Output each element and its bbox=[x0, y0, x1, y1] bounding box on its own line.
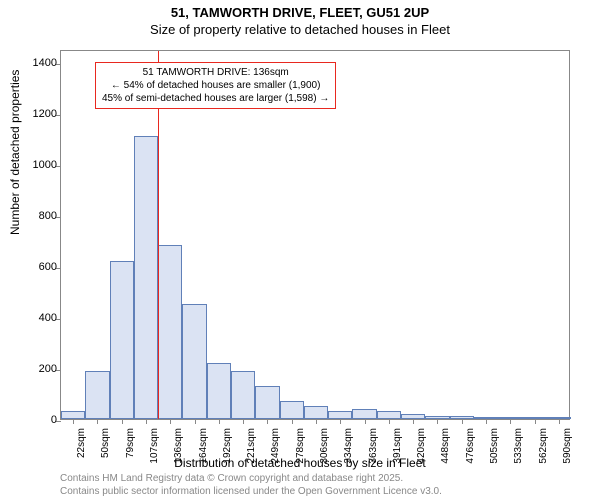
footer-line1: Contains HM Land Registry data © Crown c… bbox=[60, 472, 442, 485]
histogram-bar bbox=[110, 261, 134, 419]
annotation-box: 51 TAMWORTH DRIVE: 136sqm← 54% of detach… bbox=[95, 62, 336, 109]
x-tick-label: 476sqm bbox=[465, 428, 476, 464]
x-tick-label: 50sqm bbox=[100, 428, 111, 458]
x-tick-label: 164sqm bbox=[198, 428, 209, 464]
x-tick-label: 533sqm bbox=[513, 428, 524, 464]
x-tick-label: 590sqm bbox=[562, 428, 573, 464]
histogram-bar bbox=[134, 136, 158, 419]
x-tick-mark bbox=[97, 419, 98, 424]
y-tick-label: 0 bbox=[51, 414, 57, 426]
chart-footer: Contains HM Land Registry data © Crown c… bbox=[60, 472, 442, 498]
x-tick-mark bbox=[170, 419, 171, 424]
x-tick-mark bbox=[219, 419, 220, 424]
x-tick-label: 192sqm bbox=[222, 428, 233, 464]
y-tick-label: 800 bbox=[39, 210, 57, 222]
x-tick-mark bbox=[413, 419, 414, 424]
y-tick-label: 1400 bbox=[33, 57, 57, 69]
y-tick-label: 1200 bbox=[33, 108, 57, 120]
x-tick-mark bbox=[292, 419, 293, 424]
x-tick-label: 136sqm bbox=[173, 428, 184, 464]
x-tick-mark bbox=[535, 419, 536, 424]
x-tick-label: 505sqm bbox=[489, 428, 500, 464]
histogram-bar bbox=[328, 411, 352, 419]
x-tick-label: 448sqm bbox=[440, 428, 451, 464]
x-tick-mark bbox=[243, 419, 244, 424]
footer-line2: Contains public sector information licen… bbox=[60, 485, 442, 498]
histogram-bar bbox=[377, 411, 401, 419]
x-tick-label: 420sqm bbox=[416, 428, 427, 464]
y-tick-label: 400 bbox=[39, 312, 57, 324]
x-tick-mark bbox=[510, 419, 511, 424]
histogram-bar bbox=[352, 409, 376, 419]
x-tick-mark bbox=[486, 419, 487, 424]
histogram-bar bbox=[255, 386, 279, 419]
x-tick-label: 363sqm bbox=[368, 428, 379, 464]
x-tick-label: 22sqm bbox=[76, 428, 87, 458]
x-tick-mark bbox=[316, 419, 317, 424]
x-tick-label: 221sqm bbox=[246, 428, 257, 464]
x-tick-mark bbox=[267, 419, 268, 424]
y-tick-label: 1000 bbox=[33, 159, 57, 171]
x-tick-mark bbox=[146, 419, 147, 424]
histogram-bar bbox=[158, 245, 182, 419]
x-tick-label: 79sqm bbox=[125, 428, 136, 458]
chart-title-sub: Size of property relative to detached ho… bbox=[0, 22, 600, 37]
histogram-bar bbox=[207, 363, 231, 419]
annotation-line: ← 54% of detached houses are smaller (1,… bbox=[102, 79, 329, 92]
histogram-bar bbox=[182, 304, 206, 419]
x-tick-label: 391sqm bbox=[392, 428, 403, 464]
x-tick-mark bbox=[437, 419, 438, 424]
x-tick-mark bbox=[195, 419, 196, 424]
x-tick-mark bbox=[365, 419, 366, 424]
histogram-bar bbox=[280, 401, 304, 419]
histogram-bar bbox=[304, 406, 328, 419]
annotation-line: 45% of semi-detached houses are larger (… bbox=[102, 92, 329, 105]
x-tick-label: 334sqm bbox=[343, 428, 354, 464]
x-tick-mark bbox=[389, 419, 390, 424]
x-tick-mark bbox=[340, 419, 341, 424]
histogram-bar bbox=[85, 371, 109, 419]
y-tick-label: 600 bbox=[39, 261, 57, 273]
x-tick-mark bbox=[462, 419, 463, 424]
x-tick-label: 562sqm bbox=[538, 428, 549, 464]
histogram-bar bbox=[231, 371, 255, 419]
x-tick-mark bbox=[73, 419, 74, 424]
x-tick-mark bbox=[559, 419, 560, 424]
x-tick-label: 278sqm bbox=[295, 428, 306, 464]
y-axis-label: Number of detached properties bbox=[8, 70, 22, 235]
histogram-bar bbox=[61, 411, 85, 419]
x-tick-label: 306sqm bbox=[319, 428, 330, 464]
x-tick-label: 249sqm bbox=[270, 428, 281, 464]
chart-title-main: 51, TAMWORTH DRIVE, FLEET, GU51 2UP bbox=[0, 5, 600, 20]
x-tick-mark bbox=[122, 419, 123, 424]
y-tick-label: 200 bbox=[39, 363, 57, 375]
x-tick-label: 107sqm bbox=[149, 428, 160, 464]
annotation-line: 51 TAMWORTH DRIVE: 136sqm bbox=[102, 66, 329, 79]
